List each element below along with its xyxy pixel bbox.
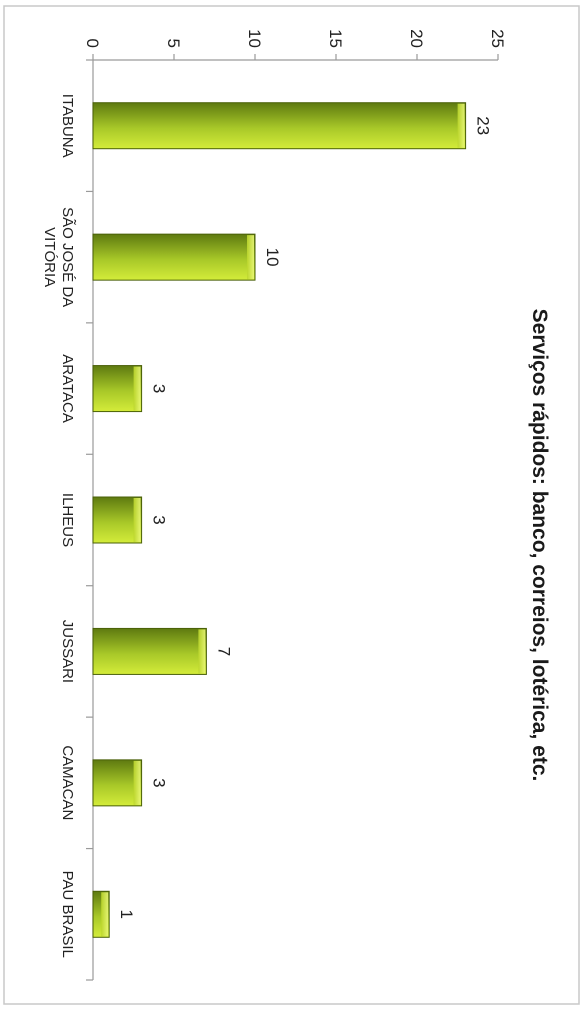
bar-cap — [247, 235, 254, 280]
bar — [92, 233, 256, 281]
bar — [92, 365, 143, 413]
y-tick-label: 5 — [164, 39, 183, 48]
bar-cap — [457, 103, 465, 148]
category-label-line: JUSSARI — [59, 620, 76, 683]
y-tick-label: 20 — [407, 29, 426, 48]
data-label: 7 — [214, 647, 233, 656]
category-label-line: ARATACA — [59, 354, 76, 423]
bar — [92, 627, 207, 675]
bar — [92, 496, 143, 544]
data-label: 23 — [474, 116, 493, 135]
category-label-line: PAU BRASIL — [59, 871, 76, 958]
axes: 0 5 10 15 20 25 — [83, 29, 507, 981]
bar-cap — [133, 366, 141, 411]
y-tick-label: 10 — [245, 29, 264, 48]
bar-cap — [133, 498, 141, 542]
category-label-line: ILHEUS — [59, 493, 76, 547]
bar — [92, 102, 467, 150]
category-label-line: ITABUNA — [59, 94, 76, 158]
data-label: 3 — [150, 515, 169, 524]
y-tick-label: 25 — [488, 29, 507, 48]
category-label-line: VITÓRIA — [41, 227, 58, 287]
chart-title: Serviços rápidos: banco, correios, lotér… — [528, 309, 551, 782]
bar-cap — [133, 760, 141, 805]
category-label: SÃO JOSÉ DAVITÓRIA — [41, 207, 76, 307]
bars — [92, 102, 467, 938]
category-label: PAU BRASIL — [59, 871, 76, 958]
data-label: 1 — [117, 910, 136, 919]
data-label: 3 — [150, 384, 169, 393]
category-label: CAMACAN — [59, 745, 76, 820]
category-label-line: CAMACAN — [59, 745, 76, 820]
category-label: ILHEUS — [59, 493, 76, 547]
category-label: JUSSARI — [59, 620, 76, 683]
category-label: ARATACA — [59, 354, 76, 423]
category-label: ITABUNA — [59, 94, 76, 158]
bar-cap — [101, 892, 109, 937]
y-tick-label: 15 — [326, 29, 345, 48]
bar — [92, 759, 143, 807]
bar-cap — [198, 629, 206, 674]
category-label-line: SÃO JOSÉ DA — [59, 207, 76, 307]
y-tick-label: 0 — [83, 39, 102, 48]
labels: 23 ITABUNA 10 SÃO JOSÉ DAVITÓRIA 3 ARATACA 3 IL… — [41, 94, 493, 958]
chart-outer-border — [3, 5, 580, 1005]
data-label: 3 — [150, 778, 169, 787]
data-label: 10 — [263, 248, 282, 267]
